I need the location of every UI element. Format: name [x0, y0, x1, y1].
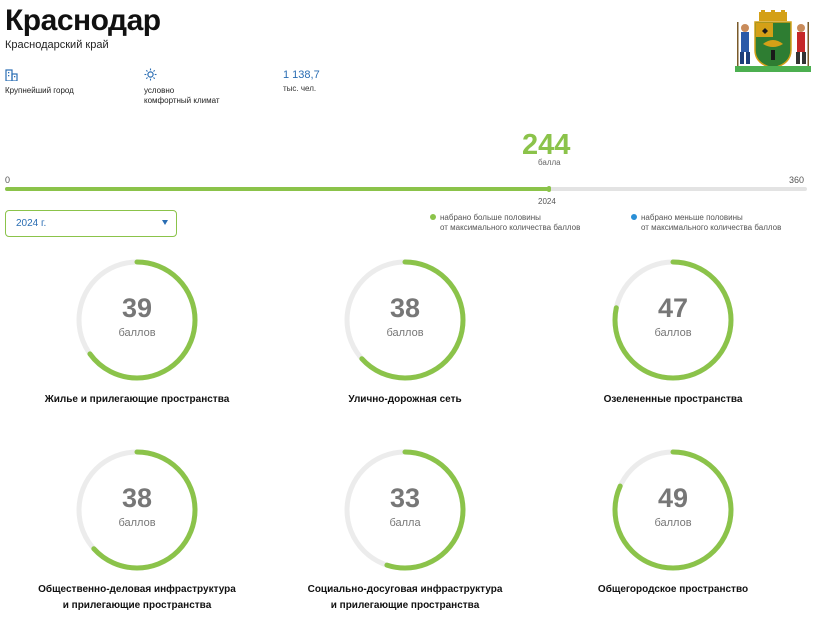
- stat-population: 1 138,7 тыс. чел.: [283, 68, 320, 93]
- stat-largest-city: Крупнейший город: [5, 68, 74, 96]
- city-title: Краснодар: [5, 4, 161, 37]
- category-score-unit: баллов: [118, 517, 156, 529]
- category-label-line1: Озелененные пространства: [603, 394, 743, 405]
- score-ring-arc: [612, 449, 734, 571]
- stat-climate-label-1: условно: [144, 86, 175, 95]
- score-ring-graphic: [612, 259, 734, 381]
- score-ring-arc: [612, 259, 734, 381]
- score-ring-graphic: [76, 449, 198, 571]
- total-progress-marker: [547, 186, 551, 192]
- legend-above-half-line1: набрано больше половины: [440, 213, 541, 222]
- stat-climate-label-2: комфортный климат: [144, 96, 220, 105]
- legend-below-half-line2: от максимального количества баллов: [641, 223, 782, 232]
- score-ring-graphic: [344, 449, 466, 571]
- score-ring-arc: [76, 449, 198, 571]
- category-label: Общественно-деловая инфраструктура и прил…: [0, 582, 287, 614]
- score-ring: 39 баллов: [72, 255, 202, 385]
- score-ring-arc: [344, 259, 466, 381]
- category-label-line1: Улично-дорожная сеть: [348, 394, 462, 405]
- category-score-unit: баллов: [118, 327, 156, 339]
- city-stats: Крупнейший город условно комфортный клим…: [5, 68, 365, 112]
- total-score: 244: [522, 129, 571, 161]
- score-ring: 47 баллов: [608, 255, 738, 385]
- category-label: Жилье и прилегающие пространства: [0, 392, 287, 408]
- legend-below-half: набрано меньше половины от максимального…: [631, 213, 781, 233]
- category-score: 33: [389, 483, 421, 513]
- coat-of-arms-emblem: [735, 10, 811, 72]
- score-ring: 49 баллов: [608, 445, 738, 575]
- legend-above-half-line2: от максимального количества баллов: [440, 223, 581, 232]
- category-score-unit: балла: [389, 517, 421, 529]
- stat-climate: условно комфортный климат: [144, 68, 220, 106]
- category-label-line2: и прилегающие пространства: [330, 600, 480, 611]
- category-label: Общегородское пространство: [523, 582, 814, 598]
- scale-max: 360: [789, 175, 805, 185]
- score-ring-arc: [76, 259, 198, 381]
- blue-dot-icon: [631, 214, 637, 220]
- category-score: 38: [389, 293, 421, 323]
- buildings-icon: [5, 68, 74, 82]
- category-score-unit: баллов: [654, 327, 692, 339]
- category-label-line1: Социально-досуговая инфраструктура: [307, 584, 503, 595]
- stat-population-value: 1 138,7: [283, 69, 320, 81]
- score-ring: 33 балла: [340, 445, 470, 575]
- stat-largest-city-label: Крупнейший город: [5, 86, 74, 95]
- legend-above-half: набрано больше половины от максимального…: [430, 213, 580, 233]
- score-ring-arc: [344, 449, 466, 571]
- year-select-value: 2024 г.: [16, 218, 47, 229]
- green-dot-icon: [430, 214, 436, 220]
- region-subtitle: Краснодарский край: [5, 39, 109, 51]
- category-score-unit: баллов: [386, 327, 424, 339]
- category-score: 47: [657, 293, 689, 323]
- score-ring-graphic: [612, 449, 734, 571]
- sun-icon: [144, 68, 220, 82]
- score-ring: 38 баллов: [72, 445, 202, 575]
- category-label: Улично-дорожная сеть: [255, 392, 555, 408]
- category-label: Озелененные пространства: [523, 392, 814, 408]
- category-score: 49: [657, 483, 689, 513]
- stat-population-unit: тыс. чел.: [283, 84, 317, 93]
- category-label-line1: Общественно-деловая инфраструктура: [38, 584, 236, 595]
- category-label-line1: Жилье и прилегающие пространства: [44, 394, 230, 405]
- score-ring-graphic: [344, 259, 466, 381]
- category-label-line2: и прилегающие пространства: [62, 600, 212, 611]
- total-score-unit: балла: [538, 158, 561, 167]
- total-progress-fill: [5, 187, 549, 191]
- category-score: 38: [121, 483, 153, 513]
- category-label-line1: Общегородское пространство: [597, 584, 749, 595]
- total-progress-bar: [5, 186, 807, 192]
- category-score: 39: [121, 293, 153, 323]
- category-label: Социально-досуговая инфраструктура и прил…: [255, 582, 555, 614]
- category-score-unit: баллов: [654, 517, 692, 529]
- score-ring: 38 баллов: [340, 255, 470, 385]
- scale-min: 0: [5, 175, 11, 185]
- progress-year-label: 2024: [538, 197, 556, 206]
- year-select[interactable]: 2024 г.: [5, 210, 177, 237]
- legend-below-half-line1: набрано меньше половины: [641, 213, 743, 222]
- score-ring-graphic: [76, 259, 198, 381]
- chevron-down-icon: [162, 220, 168, 225]
